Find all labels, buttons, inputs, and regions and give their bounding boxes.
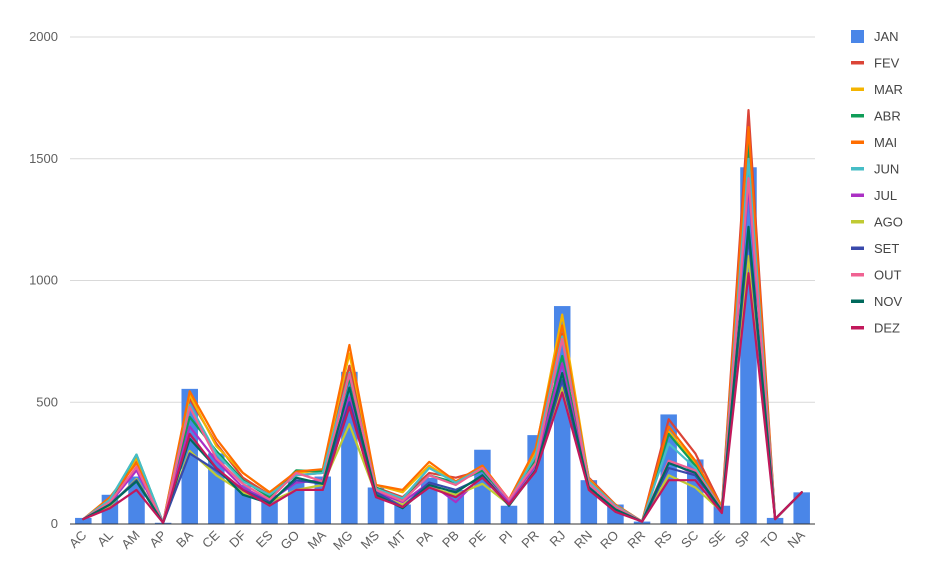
- line-dez: [82, 272, 803, 524]
- x-tick-label: GO: [277, 528, 302, 553]
- y-axis-tick-labels: 0 500 1000 1500 2000: [29, 29, 58, 531]
- legend-item-jan: JAN: [851, 29, 899, 44]
- legend-item-nov: NOV: [851, 294, 903, 309]
- legend-item-ago: AGO: [851, 215, 903, 230]
- legend-swatch: [851, 167, 864, 171]
- bar-jan-ma: [314, 476, 332, 524]
- y-tick-label: 500: [36, 394, 58, 409]
- legend-swatch: [851, 220, 864, 224]
- y-tick-label: 1500: [29, 151, 58, 166]
- bar-jan-se: [713, 505, 731, 524]
- x-axis-tick-labels: AC AL AM AP BA CE DF ES GO MA MG MS MT PA PB PE PI PR RJ RN…: [66, 527, 808, 553]
- legend-item-abr: ABR: [851, 109, 901, 124]
- legend-swatch: [851, 61, 864, 65]
- y-tick-label: 0: [51, 516, 58, 531]
- legend-label: AGO: [874, 215, 903, 230]
- bar-jan-pi: [500, 505, 518, 524]
- legend-swatch: [851, 87, 864, 91]
- x-tick-label: MG: [330, 528, 355, 553]
- grid-lines: [70, 36, 815, 403]
- x-tick-label: AM: [118, 528, 142, 552]
- legend-label: SET: [874, 241, 899, 256]
- legend-item-mai: MAI: [851, 135, 897, 150]
- legend-item-dez: DEZ: [851, 321, 900, 336]
- x-tick-label: BA: [173, 527, 196, 550]
- x-tick-label: PB: [439, 528, 462, 551]
- x-tick-label: RS: [651, 527, 675, 551]
- x-tick-label: DF: [226, 527, 249, 550]
- bar-jan-mt: [394, 504, 411, 524]
- bar-jan-na: [793, 492, 810, 524]
- y-tick-label: 1000: [29, 273, 58, 288]
- legend-swatch: [851, 273, 864, 277]
- legend-swatch: [851, 114, 864, 118]
- legend-swatch: [851, 299, 864, 303]
- legend-item-mar: MAR: [851, 82, 903, 97]
- legend-label: MAI: [874, 135, 897, 150]
- legend-item-out: OUT: [851, 268, 902, 283]
- x-tick-label: PE: [466, 527, 489, 550]
- legend-item-jul: JUL: [851, 188, 897, 203]
- line-nov: [82, 225, 803, 524]
- line-jun: [82, 157, 803, 524]
- bar-jan-ac: [75, 517, 92, 524]
- x-tick-label: AL: [94, 528, 116, 550]
- x-tick-label: NA: [784, 527, 808, 551]
- x-tick-label: PI: [496, 528, 515, 547]
- legend-label: JAN: [874, 29, 899, 44]
- legend-label: DEZ: [874, 321, 900, 336]
- x-tick-label: RJ: [547, 528, 569, 550]
- bar-jan-to: [766, 517, 784, 524]
- legend: JAN FEV MAR ABR MAI JUN JUL AGO SET OUT NOV DEZ: [851, 29, 903, 336]
- legend-swatch: [851, 30, 864, 43]
- legend-swatch: [851, 140, 864, 144]
- x-tick-label: MA: [304, 527, 329, 552]
- x-tick-label: AP: [146, 528, 169, 551]
- bar-jan-sp: [740, 167, 757, 524]
- x-tick-label: AC: [66, 528, 89, 551]
- line-out: [82, 177, 803, 524]
- x-tick-label: RR: [624, 528, 648, 552]
- legend-swatch: [851, 193, 864, 197]
- legend-item-fev: FEV: [851, 56, 900, 71]
- x-tick-label: TO: [758, 528, 781, 551]
- x-tick-label: PR: [518, 528, 541, 551]
- line-series: [82, 108, 803, 524]
- x-tick-label: RN: [571, 528, 595, 552]
- line-set: [82, 235, 803, 524]
- legend-item-jun: JUN: [851, 162, 899, 177]
- bar-jan-rr: [633, 521, 651, 524]
- line-mai: [82, 125, 803, 524]
- legend-label: ABR: [874, 109, 901, 124]
- legend-label: JUL: [874, 188, 897, 203]
- legend-label: MAR: [874, 82, 903, 97]
- y-tick-label: 2000: [29, 29, 58, 44]
- legend-swatch: [851, 326, 864, 330]
- legend-swatch: [851, 246, 864, 250]
- x-tick-label: RO: [597, 528, 621, 552]
- x-tick-label: MS: [358, 527, 383, 552]
- x-tick-label: SE: [705, 527, 728, 550]
- legend-label: JUN: [874, 162, 899, 177]
- x-tick-label: ES: [253, 527, 276, 550]
- legend-label: OUT: [874, 268, 902, 283]
- x-tick-label: SP: [732, 528, 755, 551]
- x-tick-label: CE: [199, 527, 223, 551]
- x-tick-label: PA: [413, 527, 435, 549]
- legend-item-set: SET: [851, 241, 899, 256]
- x-tick-label: SC: [678, 528, 701, 551]
- legend-label: FEV: [874, 56, 900, 71]
- legend-label: NOV: [874, 294, 903, 309]
- x-tick-label: MT: [385, 527, 409, 551]
